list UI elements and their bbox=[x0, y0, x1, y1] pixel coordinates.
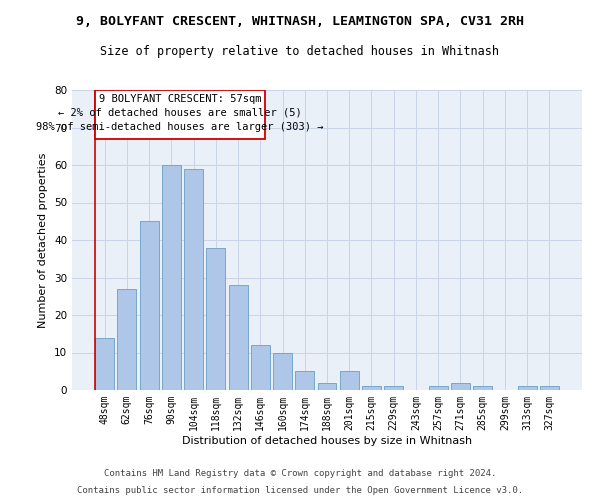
Bar bbox=[162, 165, 181, 390]
Text: Contains HM Land Registry data © Crown copyright and database right 2024.: Contains HM Land Registry data © Crown c… bbox=[104, 468, 496, 477]
FancyBboxPatch shape bbox=[95, 90, 265, 138]
Bar bbox=[95, 338, 114, 390]
Bar bbox=[118, 289, 136, 390]
Y-axis label: Number of detached properties: Number of detached properties bbox=[38, 152, 49, 328]
Bar bbox=[384, 386, 403, 390]
Bar bbox=[251, 345, 270, 390]
Text: ← 2% of detached houses are smaller (5): ← 2% of detached houses are smaller (5) bbox=[58, 108, 302, 118]
Bar bbox=[140, 221, 158, 390]
Bar bbox=[273, 352, 292, 390]
Text: Size of property relative to detached houses in Whitnash: Size of property relative to detached ho… bbox=[101, 45, 499, 58]
Bar bbox=[429, 386, 448, 390]
Bar bbox=[184, 169, 203, 390]
Bar bbox=[518, 386, 536, 390]
Bar bbox=[206, 248, 225, 390]
Bar bbox=[362, 386, 381, 390]
Text: Contains public sector information licensed under the Open Government Licence v3: Contains public sector information licen… bbox=[77, 486, 523, 495]
Bar bbox=[451, 382, 470, 390]
Text: 98% of semi-detached houses are larger (303) →: 98% of semi-detached houses are larger (… bbox=[36, 122, 324, 132]
X-axis label: Distribution of detached houses by size in Whitnash: Distribution of detached houses by size … bbox=[182, 436, 472, 446]
Bar bbox=[540, 386, 559, 390]
Bar bbox=[295, 371, 314, 390]
Bar bbox=[317, 382, 337, 390]
Bar bbox=[473, 386, 492, 390]
Bar bbox=[229, 285, 248, 390]
Text: 9 BOLYFANT CRESCENT: 57sqm: 9 BOLYFANT CRESCENT: 57sqm bbox=[99, 94, 261, 104]
Text: 9, BOLYFANT CRESCENT, WHITNASH, LEAMINGTON SPA, CV31 2RH: 9, BOLYFANT CRESCENT, WHITNASH, LEAMINGT… bbox=[76, 15, 524, 28]
Bar bbox=[340, 371, 359, 390]
